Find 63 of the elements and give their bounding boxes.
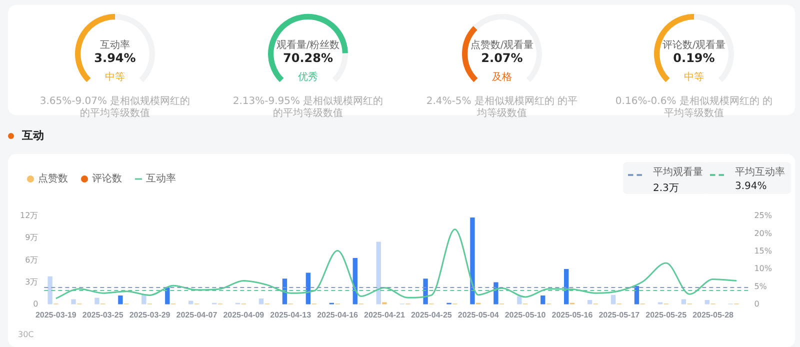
text: 30C [18, 330, 34, 339]
text: 2.07% [480, 51, 524, 65]
text: 中等 [683, 70, 705, 84]
bar [48, 276, 52, 304]
x-tick-label: 2025-04-09 [223, 310, 265, 320]
x-tick-label: 2025-04-21 [364, 310, 406, 320]
text: 2.3万 [653, 182, 680, 195]
y-tick-label: 3万 [25, 277, 38, 286]
text: 0.19% [672, 51, 716, 65]
text: 观看量/粉丝数 [275, 38, 341, 52]
text: 优秀 [297, 70, 319, 84]
text: 2.13%-9.95% 是相似规模网红的的平均等级数值 [232, 96, 384, 120]
x-tick-label: 2025-05-16 [552, 310, 594, 320]
y2-tick-label: 25% [754, 211, 772, 220]
text: 70.28% [282, 51, 334, 65]
x-tick-label: 2025-03-19 [35, 310, 77, 320]
x-tick-label: 2025-03-29 [129, 310, 171, 320]
text: 中等 [104, 70, 126, 84]
text: 及格 [491, 70, 513, 84]
x-tick-label: 2025-05-04 [458, 310, 500, 320]
x-tick-label: 2025-04-07 [176, 310, 218, 320]
x-tick-label: 2025-04-16 [317, 310, 359, 320]
y2-tick-label: 15% [754, 246, 772, 256]
bar [517, 296, 522, 304]
x-tick-label: 2025-05-25 [646, 310, 688, 320]
y2-tick-label: 10% [754, 264, 772, 274]
x-tick-label: 2025-04-13 [270, 310, 312, 320]
text: 3.94% [735, 181, 768, 192]
text: 2.4%-5% 是相似规模网红的 的平均等级数值 [425, 96, 579, 120]
legend-label: 互动率 [146, 172, 176, 185]
bar [376, 242, 381, 304]
text: 0.16%-0.6% 是相似规模网红的 的平均等级数值 [614, 96, 774, 120]
x-tick-label: 2025-03-25 [82, 310, 124, 320]
bar [540, 296, 546, 304]
y-tick-label: 9万 [25, 233, 38, 242]
text: 点赞数/观看量 [469, 38, 535, 52]
x-tick-label: 2025-05-10 [504, 310, 546, 320]
text: 3.94% [93, 51, 137, 65]
y-tick-label: 0 [33, 299, 38, 308]
bar [94, 298, 100, 304]
text: 互动率 [99, 38, 131, 52]
text: 评论数/观看量 [661, 38, 727, 52]
y2-tick-label: 0 [754, 299, 760, 308]
text: 3.65%-9.07% 是相似规模网红的的平均等级数值 [38, 96, 192, 120]
bar [118, 296, 123, 304]
x-tick-label: 2025-04-25 [410, 310, 452, 320]
bar [470, 217, 475, 304]
y-tick-label: 12万 [20, 211, 38, 220]
y2-tick-label: 20% [754, 228, 772, 238]
bar [188, 300, 194, 304]
legend-label: 点赞数 [38, 172, 68, 185]
chart-title: 互动 [21, 128, 44, 143]
legend-label: 平均观看量 [653, 166, 703, 179]
legend-label: 评论数 [92, 172, 122, 185]
y-tick-label: 6万 [25, 255, 38, 264]
x-tick-label: 2025-05-28 [692, 310, 734, 320]
x-tick-label: 2025-05-17 [598, 310, 640, 320]
bar [634, 286, 640, 304]
bar [71, 299, 76, 304]
bar [610, 294, 616, 304]
y2-tick-label: 5% [754, 282, 768, 291]
legend-label: 平均互动率 [735, 166, 785, 179]
bar [681, 299, 686, 304]
